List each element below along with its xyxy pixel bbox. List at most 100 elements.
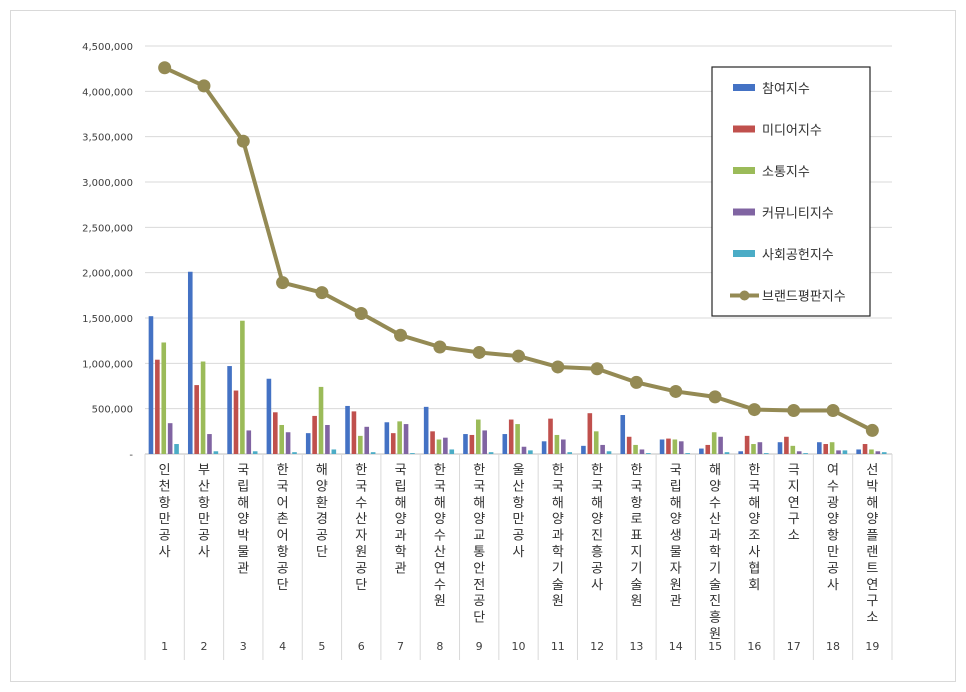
bar-미디어지수 (155, 359, 160, 454)
line-point (826, 403, 840, 417)
rank-label: 8 (436, 640, 443, 653)
bar-커뮤니티지수 (836, 450, 841, 454)
bar-참여지수 (305, 433, 311, 454)
bar-미디어지수 (351, 411, 357, 454)
bar-커뮤니티지수 (875, 451, 881, 454)
line-point (158, 61, 172, 75)
legend-swatch (733, 250, 755, 257)
line-point (433, 340, 447, 354)
bar-커뮤니티지수 (167, 423, 173, 454)
bar-사회공헌지수 (213, 451, 219, 454)
line-point (276, 276, 290, 290)
rank-label: 10 (512, 640, 526, 653)
rank-label: 11 (551, 640, 565, 653)
legend-marker (739, 290, 750, 301)
line-point (512, 349, 525, 363)
bar-소통지수 (672, 439, 678, 454)
bar-사회공헌지수 (763, 453, 769, 454)
bar-커뮤니티지수 (443, 437, 448, 454)
bar-커뮤니티지수 (285, 432, 291, 454)
legend-label: 참여지수 (762, 82, 810, 97)
bar-사회공헌지수 (292, 452, 297, 454)
bar-미디어지수 (390, 433, 396, 454)
rank-label: 15 (708, 640, 722, 653)
bar-사회공헌지수 (252, 451, 258, 454)
bar-사회공헌지수 (606, 451, 612, 454)
rank-label: 19 (865, 640, 879, 653)
line-point (629, 375, 643, 389)
line-point (669, 384, 683, 398)
bar-참여지수 (738, 451, 743, 454)
y-tick-label: 4,000,000 (82, 87, 133, 98)
line-point (197, 79, 211, 93)
legend-label: 커뮤니티지수 (762, 207, 834, 222)
line-point (354, 306, 368, 320)
bar-미디어지수 (469, 434, 475, 454)
bar-커뮤니티지수 (718, 436, 723, 454)
bar-미디어지수 (705, 444, 711, 454)
y-tick-label: 500,000 (92, 405, 133, 416)
legend-label: 미디어지수 (762, 124, 822, 139)
bar-미디어지수 (784, 436, 789, 454)
bar-미디어지수 (666, 438, 671, 454)
y-tick-label: 1,000,000 (82, 359, 133, 370)
bar-사회공헌지수 (410, 453, 415, 454)
bar-소통지수 (829, 442, 835, 454)
legend-swatch (733, 208, 755, 216)
bar-소통지수 (318, 386, 324, 454)
bar-커뮤니티지수 (325, 424, 330, 454)
bar-커뮤니티지수 (403, 424, 409, 454)
bar-참여지수 (384, 422, 390, 454)
bar-커뮤니티지수 (639, 449, 645, 454)
bar-사회공헌지수 (528, 450, 533, 454)
bar-소통지수 (593, 431, 599, 454)
bar-소통지수 (554, 434, 560, 454)
bar-소통지수 (515, 424, 520, 454)
legend-swatch (733, 84, 755, 91)
bar-사회공헌지수 (331, 449, 337, 454)
y-tick-label: 1,500,000 (82, 314, 133, 325)
line-point (865, 423, 879, 437)
legend-label: 사회공헌지수 (762, 248, 834, 263)
bar-참여지수 (620, 415, 626, 454)
legend-label: 소통지수 (762, 165, 810, 180)
bar-소통지수 (711, 432, 717, 454)
bar-미디어지수 (823, 444, 829, 454)
bar-사회공헌지수 (646, 453, 651, 454)
bar-사회공헌지수 (567, 452, 573, 454)
bar-참여지수 (502, 434, 508, 454)
rank-label: 12 (590, 640, 604, 653)
legend-box (711, 66, 871, 317)
bar-소통지수 (279, 424, 285, 454)
rank-label: 3 (240, 640, 247, 653)
bar-참여지수 (817, 442, 822, 454)
line-point (315, 286, 329, 300)
bar-참여지수 (227, 366, 232, 454)
bar-소통지수 (475, 419, 481, 454)
bar-참여지수 (266, 378, 272, 454)
bar-소통지수 (869, 449, 874, 454)
bar-미디어지수 (744, 435, 750, 454)
bar-소통지수 (633, 444, 638, 454)
bar-참여지수 (856, 449, 861, 454)
bar-미디어지수 (233, 390, 239, 454)
bar-사회공헌지수 (370, 452, 376, 454)
line-point (236, 134, 250, 148)
bar-커뮤니티지수 (364, 426, 370, 454)
bar-참여지수 (581, 445, 586, 454)
y-tick-label: 4,500,000 (82, 42, 133, 53)
line-point (708, 390, 722, 404)
line-point (747, 403, 761, 417)
bar-사회공헌지수 (842, 450, 848, 454)
bar-미디어지수 (312, 415, 317, 454)
bar-커뮤니티지수 (678, 441, 684, 454)
line-point (472, 345, 486, 359)
